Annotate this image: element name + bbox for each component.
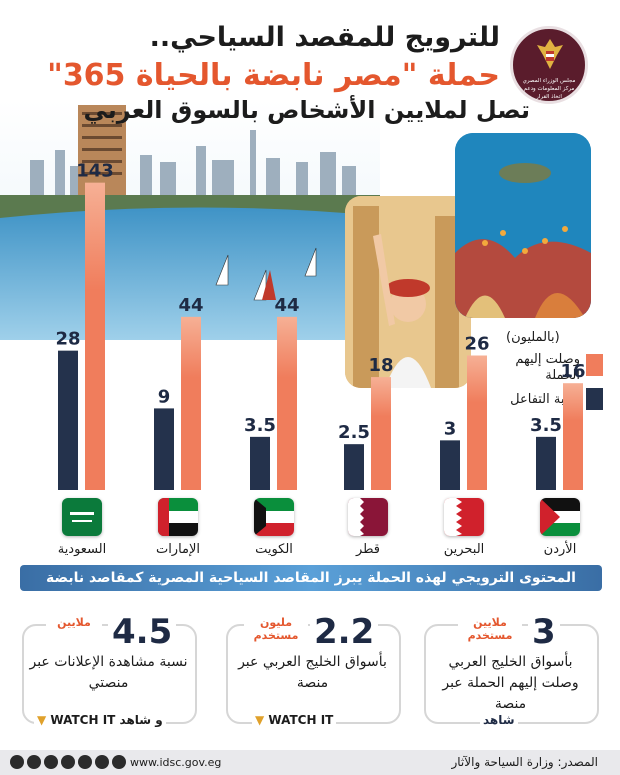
watchit-shahid-logo: ▼ WATCH IT و شاهد: [34, 713, 166, 727]
stat-unit: ملايين مستخدم: [458, 616, 522, 642]
bar-reached: [181, 316, 201, 490]
stat-description: بأسواق الخليج العربي عبر منصة: [238, 654, 387, 691]
stat-description: نسبة مشاهدة الإعلانات عبر منصتي: [29, 654, 188, 691]
youtube-icon[interactable]: [44, 755, 58, 769]
country-label: البحرين: [443, 542, 485, 557]
bar-engagement: [440, 440, 460, 490]
bar-engagement: [344, 444, 364, 490]
footer: المصدر: وزارة السياحة والآثار www.idsc.g…: [0, 750, 620, 775]
tourist-photo: [345, 196, 471, 388]
watchit-w-icon: ▼: [255, 713, 265, 727]
bar-label-engagement: 3: [444, 418, 457, 439]
stat-value: 4.5: [108, 612, 177, 652]
bar-label-reached: 16: [560, 361, 585, 382]
bar-label-reached: 44: [274, 295, 299, 316]
bar-label-engagement: 2.5: [338, 422, 370, 443]
bar-engagement: [536, 436, 556, 490]
bar-label-engagement: 28: [55, 329, 80, 350]
flag-uae: [158, 498, 198, 536]
bar-reached: [277, 316, 297, 490]
watchit-label: WATCH IT: [268, 713, 334, 727]
headline-line1: للترويج للمقصد السياحي..: [149, 22, 500, 53]
legend-label-reached: وصلت إليهم الحملة: [515, 352, 580, 383]
red-sea-photo: [455, 133, 591, 318]
content-banner: المحتوى الترويجي لهذه الحملة يبرز المقاص…: [20, 565, 602, 591]
headline-campaign: حملة "مصر نابضة بالحياة 365": [47, 58, 500, 93]
bar-label-reached: 143: [76, 161, 114, 182]
bar-label-reached: 26: [464, 334, 489, 355]
bar-label-engagement: 3.5: [530, 415, 562, 436]
legend-swatch-reached: [586, 354, 603, 376]
linkedin-icon[interactable]: [78, 755, 92, 769]
logo-text: مجلس الوزراء المصري مركز المعلومات ودعم …: [522, 78, 576, 100]
country-label: قطر: [355, 542, 381, 557]
legend-label-engagement: نسبة التفاعل: [510, 392, 580, 407]
bar-label-engagement: 9: [158, 386, 171, 407]
headline-line3: تصل لملايين الأشخاص بالسوق العربي: [83, 96, 531, 124]
social-icons: [10, 755, 126, 769]
instagram-icon[interactable]: [61, 755, 75, 769]
country-label: الكويت: [255, 542, 293, 557]
stat-unit: مليون مستخدم: [244, 616, 308, 642]
stat-description: بأسواق الخليج العربي وصلت إليهم الحملة ع…: [442, 654, 579, 712]
idsc-logo: مجلس الوزراء المصري مركز المعلومات ودعم …: [510, 26, 588, 104]
shahid-logo: شاهد: [480, 713, 518, 727]
flag-kuwait: [254, 498, 294, 536]
bar-engagement: [250, 436, 270, 490]
flag-jordan: [540, 498, 580, 536]
flag-saudi-arabia: [62, 498, 102, 536]
flag-bahrain: [444, 498, 484, 536]
telegram-icon[interactable]: [112, 755, 126, 769]
stat-card-shahid: 3 ملايين مستخدم بأسواق الخليج العربي وصل…: [424, 612, 599, 727]
legend-unit: (بالمليون): [506, 330, 560, 345]
bar-label-reached: 44: [178, 295, 203, 316]
bar-engagement: [58, 350, 78, 490]
country-label: الأردن: [543, 542, 577, 557]
bar-reached: [85, 182, 105, 490]
source-text: المصدر: وزارة السياحة والآثار: [451, 755, 598, 769]
legend-swatch-engagement: [586, 388, 603, 410]
watchit-w-icon: ▼: [37, 713, 47, 727]
eagle-icon: [537, 39, 563, 69]
bar-chart: 143 28 44 9 44 3.5 18 2.5 26 3 16 3.5: [55, 161, 586, 490]
bar-reached: [371, 377, 391, 490]
stat-value: 2.2: [310, 612, 379, 652]
globe-icon[interactable]: [95, 755, 109, 769]
facebook-icon[interactable]: [10, 755, 24, 769]
stat-value: 3: [528, 612, 560, 652]
bar-engagement: [154, 408, 174, 490]
stat-card-watchit: 2.2 مليون مستخدم بأسواق الخليج العربي عب…: [226, 612, 401, 727]
bar-reached: [467, 355, 487, 490]
country-label: السعودية: [57, 542, 107, 557]
bar-reached: [563, 383, 583, 490]
twitter-icon[interactable]: [27, 755, 41, 769]
country-label: الإمارات: [155, 542, 201, 557]
website-link[interactable]: www.idsc.gov.eg: [130, 756, 222, 769]
bar-label-reached: 18: [368, 355, 393, 376]
flag-qatar: [348, 498, 388, 536]
stat-unit: ملايين: [46, 616, 102, 629]
watchit-logo: ▼ WATCH IT: [252, 713, 337, 727]
brands-label: WATCH IT و شاهد: [50, 713, 163, 727]
bar-label-engagement: 3.5: [244, 415, 276, 436]
stat-card-both: 4.5 ملايين نسبة مشاهدة الإعلانات عبر منص…: [22, 612, 197, 727]
